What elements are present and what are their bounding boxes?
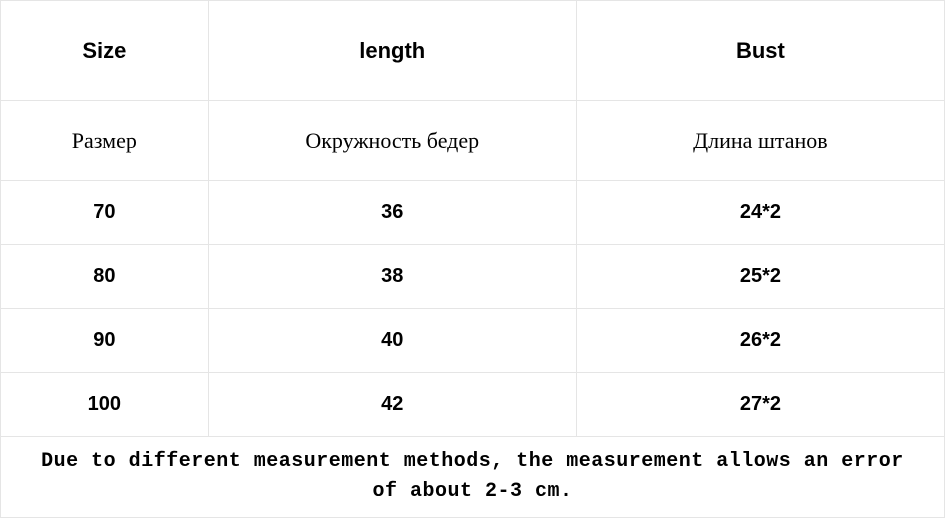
col-sub-pantlen: Длина штанов	[576, 101, 944, 181]
cell-bust: 24*2	[576, 181, 944, 245]
table-row: 90 40 26*2	[1, 309, 945, 373]
measurement-note: Due to different measurement methods, th…	[1, 437, 945, 518]
cell-length: 42	[208, 373, 576, 437]
col-sub-size: Размер	[1, 101, 209, 181]
cell-size: 90	[1, 309, 209, 373]
cell-length: 36	[208, 181, 576, 245]
table-row: 100 42 27*2	[1, 373, 945, 437]
size-table: Size length Bust Размер Окружность бедер…	[0, 0, 945, 518]
size-chart: Size length Bust Размер Окружность бедер…	[0, 0, 945, 528]
note-row: Due to different measurement methods, th…	[1, 437, 945, 518]
col-header-length: length	[208, 1, 576, 101]
table-row: 80 38 25*2	[1, 245, 945, 309]
col-header-bust: Bust	[576, 1, 944, 101]
cell-bust: 26*2	[576, 309, 944, 373]
header-row: Size length Bust	[1, 1, 945, 101]
cell-bust: 27*2	[576, 373, 944, 437]
col-header-size: Size	[1, 1, 209, 101]
cell-length: 38	[208, 245, 576, 309]
cell-bust: 25*2	[576, 245, 944, 309]
cell-size: 100	[1, 373, 209, 437]
subheader-row: Размер Окружность бедер Длина штанов	[1, 101, 945, 181]
table-row: 70 36 24*2	[1, 181, 945, 245]
cell-size: 70	[1, 181, 209, 245]
col-sub-hip: Окружность бедер	[208, 101, 576, 181]
cell-size: 80	[1, 245, 209, 309]
cell-length: 40	[208, 309, 576, 373]
